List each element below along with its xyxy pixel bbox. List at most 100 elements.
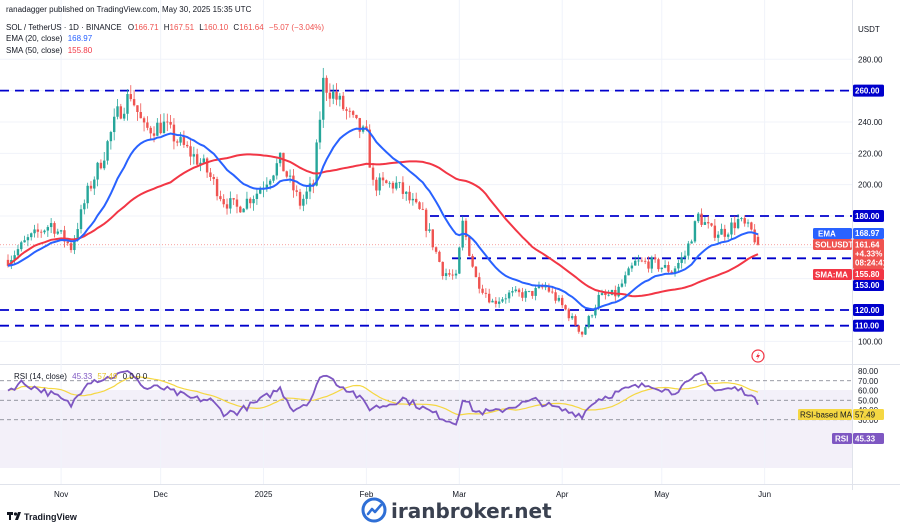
candle-body — [395, 182, 398, 189]
tag-last: 161.64 — [855, 241, 880, 250]
candle-body — [338, 95, 342, 100]
rsi-line — [7, 370, 759, 426]
tag-260-bg — [853, 84, 884, 97]
candle-body — [414, 198, 418, 203]
ohlc-open-label: O — [128, 23, 134, 32]
candle-body — [730, 222, 733, 235]
candle-body — [225, 204, 229, 209]
candle-body — [551, 291, 554, 293]
candle-body — [13, 255, 16, 260]
candle-body — [743, 218, 746, 224]
ema-legend[interactable]: EMA (20, close) 168.97 — [6, 34, 93, 43]
price-pane[interactable] — [0, 0, 852, 364]
candle-body — [594, 307, 597, 316]
candle-body — [756, 236, 760, 245]
tag-sma-name: SMA:MA — [815, 271, 848, 280]
rsi-legend[interactable]: RSI (14, close) 45.33 57.49 0 0 0 0 — [14, 372, 148, 381]
ema-20-line — [7, 127, 759, 311]
candle-body — [740, 218, 743, 220]
candle-body — [232, 198, 235, 200]
sma-legend[interactable]: SMA (50, close) 155.80 — [6, 46, 93, 55]
candle-body — [76, 229, 79, 239]
candle-body — [219, 196, 222, 200]
candle-body — [6, 259, 10, 266]
candle-body — [96, 162, 99, 180]
candle-body — [640, 260, 644, 262]
candle-body — [448, 273, 451, 275]
tag-rsi-ma-name-bg — [798, 409, 852, 420]
candle-body — [103, 160, 106, 169]
candle-body — [341, 95, 345, 110]
time-tick-label: May — [654, 490, 669, 499]
sma-legend-value: 155.80 — [68, 46, 93, 55]
candle-body — [132, 99, 136, 106]
candle-body — [315, 142, 318, 186]
candle-body — [259, 189, 262, 194]
candle-body — [39, 231, 43, 233]
price-tick-label: 280.00 — [858, 55, 883, 64]
candle-body — [527, 291, 531, 292]
tag-last-bg — [853, 239, 884, 269]
symbol-legend[interactable]: SOL / TetherUS · 1D · BINANCE O166.71 H1… — [6, 23, 324, 32]
candle-body — [318, 119, 322, 143]
candle-body — [79, 209, 83, 230]
candle-body — [83, 203, 86, 210]
currency-label: USDT — [858, 25, 880, 34]
candle-body — [677, 262, 680, 269]
candle-body — [557, 297, 561, 301]
candle-body — [381, 177, 385, 181]
candle-body — [408, 191, 411, 201]
candle-body — [149, 127, 152, 134]
candle-body — [56, 231, 59, 234]
candle-body — [305, 191, 308, 199]
rsi-band-fill — [0, 390, 852, 468]
candle-body — [239, 206, 242, 213]
candle-body — [109, 132, 113, 142]
candle-body — [222, 199, 225, 205]
watermark-text: iranbroker.net — [391, 499, 552, 523]
time-tick-label: Feb — [360, 490, 374, 499]
candle-body — [302, 198, 305, 206]
candle-body — [156, 122, 159, 136]
rsi-lines — [0, 370, 852, 426]
candle-body — [275, 163, 279, 176]
sma-legend-label: SMA (50, close) — [6, 46, 63, 55]
candle-body — [634, 260, 637, 266]
candle-body — [371, 167, 375, 180]
tag-120: 120.00 — [855, 306, 880, 315]
candle-body — [129, 94, 132, 100]
candle-body — [26, 237, 30, 241]
candle-body — [707, 222, 710, 224]
candle-body — [255, 193, 259, 199]
candle-body — [285, 171, 288, 177]
candle-body — [491, 300, 494, 303]
candle-body — [481, 288, 484, 293]
tag-sma-value-bg — [853, 269, 884, 280]
candle-body — [710, 223, 713, 226]
candle-body — [298, 191, 302, 206]
candle-body — [36, 229, 40, 232]
ohlc-high: 167.51 — [170, 23, 195, 32]
candle-body — [604, 293, 607, 295]
moving-average-lines — [7, 127, 759, 311]
candle-body — [192, 154, 196, 157]
lightning-icon[interactable] — [751, 349, 765, 363]
rsi-tags: RSI-based MA 57.49 RSI 45.33 — [798, 409, 884, 444]
tag-153: 153.00 — [855, 281, 880, 290]
candle-body — [564, 305, 567, 310]
candle-body — [643, 260, 647, 262]
candle-body — [335, 91, 338, 100]
candle-body — [235, 199, 239, 207]
tag-ema-value-bg — [853, 228, 884, 239]
rsi-tick-label: 60.00 — [858, 387, 879, 396]
candle-body — [146, 122, 149, 128]
candle-body — [33, 229, 36, 234]
candle-body — [736, 219, 740, 229]
candle-body — [368, 129, 371, 168]
price-tick-label: 200.00 — [858, 181, 883, 190]
candle-body — [703, 222, 707, 225]
candle-body — [391, 182, 395, 189]
time-tick-label: Apr — [556, 490, 569, 499]
tag-153-bg — [853, 280, 884, 291]
